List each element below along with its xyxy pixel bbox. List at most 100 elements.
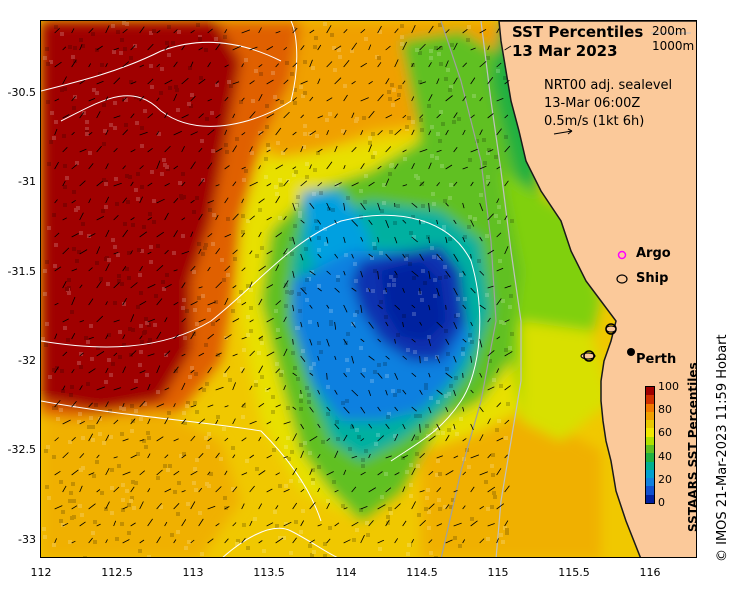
velocity-arrow	[326, 372, 328, 380]
velocity-arrow	[156, 30, 161, 34]
velocity-arrow	[71, 199, 76, 204]
velocity-arrow	[249, 454, 255, 459]
texture-pixel	[122, 343, 126, 347]
texture-pixel	[388, 507, 392, 511]
texture-pixel	[409, 463, 413, 467]
velocity-arrow	[258, 198, 265, 204]
texture-pixel	[284, 522, 288, 526]
velocity-arrow	[385, 355, 390, 360]
velocity-arrow	[54, 505, 63, 510]
velocity-arrow	[164, 249, 169, 255]
perth-label: Perth	[636, 352, 677, 367]
velocity-arrow	[428, 503, 435, 510]
texture-pixel	[346, 196, 350, 200]
texture-pixel	[254, 69, 258, 73]
velocity-arrow	[232, 318, 240, 323]
velocity-arrow	[334, 113, 338, 119]
velocity-arrow	[309, 202, 315, 210]
texture-pixel	[421, 269, 425, 273]
velocity-arrow	[360, 372, 366, 378]
velocity-arrow	[113, 47, 120, 51]
velocity-arrow	[224, 538, 229, 544]
texture-pixel	[163, 163, 167, 167]
texture-pixel	[449, 183, 453, 187]
velocity-arrow	[241, 503, 245, 510]
velocity-arrow	[198, 78, 206, 85]
velocity-arrow	[164, 417, 169, 425]
texture-pixel	[468, 158, 472, 162]
texture-pixel	[279, 183, 283, 187]
velocity-arrow	[71, 96, 76, 102]
velocity-arrow	[249, 385, 253, 391]
velocity-arrow	[360, 506, 368, 510]
texture-pixel	[231, 309, 235, 313]
texture-pixel	[285, 61, 289, 65]
texture-pixel	[294, 170, 298, 174]
velocity-arrow	[292, 467, 298, 476]
texture-pixel	[475, 139, 479, 143]
velocity-arrow	[105, 129, 109, 136]
texture-pixel	[185, 404, 189, 408]
texture-pixel	[264, 157, 268, 161]
texture-pixel	[419, 118, 423, 122]
texture-pixel	[95, 460, 99, 464]
velocity-arrow	[453, 219, 457, 225]
velocity-arrow	[215, 148, 223, 153]
texture-pixel	[94, 403, 98, 407]
texture-pixel	[46, 445, 50, 449]
texture-pixel	[71, 55, 75, 59]
texture-pixel	[386, 521, 390, 525]
velocity-arrow	[71, 28, 75, 34]
texture-pixel	[326, 412, 330, 416]
velocity-arrow	[105, 434, 110, 442]
velocity-arrow	[368, 355, 375, 361]
velocity-arrow	[453, 147, 458, 153]
velocity-arrow	[360, 270, 363, 278]
velocity-arrow	[479, 96, 483, 102]
velocity-arrow	[292, 270, 295, 278]
texture-pixel	[177, 30, 181, 34]
texture-pixel	[265, 125, 269, 129]
velocity-arrow	[453, 389, 456, 397]
velocity-arrow	[419, 355, 421, 364]
texture-pixel	[301, 94, 305, 98]
velocity-arrow	[445, 504, 450, 510]
texture-pixel	[451, 498, 455, 502]
texture-pixel	[109, 123, 113, 127]
velocity-arrow	[164, 454, 169, 459]
texture-pixel	[42, 527, 46, 531]
velocity-arrow	[266, 46, 274, 51]
texture-pixel	[315, 134, 319, 138]
velocity-arrow	[130, 282, 138, 289]
y-tick-label: -33	[18, 533, 36, 546]
velocity-arrow	[309, 372, 314, 376]
texture-pixel	[504, 135, 508, 139]
texture-pixel	[152, 220, 156, 224]
texture-pixel	[353, 262, 357, 266]
velocity-arrow	[402, 355, 407, 360]
texture-pixel	[182, 195, 186, 199]
velocity-arrow	[470, 520, 478, 527]
texture-pixel	[265, 104, 269, 108]
texture-pixel	[368, 136, 372, 140]
texture-pixel	[79, 231, 83, 235]
velocity-arrow	[224, 470, 228, 476]
velocity-arrow	[334, 145, 338, 153]
texture-pixel	[183, 421, 187, 425]
texture-pixel	[272, 448, 276, 452]
colorbar-segment	[646, 486, 654, 495]
y-tick-label: -31	[18, 175, 36, 188]
velocity-arrow	[360, 163, 365, 170]
velocity-arrow	[496, 538, 499, 544]
velocity-arrow	[266, 317, 274, 323]
velocity-arrow	[207, 367, 212, 374]
velocity-arrow	[88, 298, 94, 306]
velocity-arrow	[249, 215, 255, 221]
velocity-arrow	[453, 423, 456, 430]
velocity-arrow	[156, 331, 162, 340]
velocity-arrow	[173, 301, 179, 306]
texture-pixel	[113, 126, 117, 130]
texture-pixel	[427, 526, 431, 530]
velocity-arrow	[283, 456, 288, 459]
texture-pixel	[379, 251, 383, 255]
